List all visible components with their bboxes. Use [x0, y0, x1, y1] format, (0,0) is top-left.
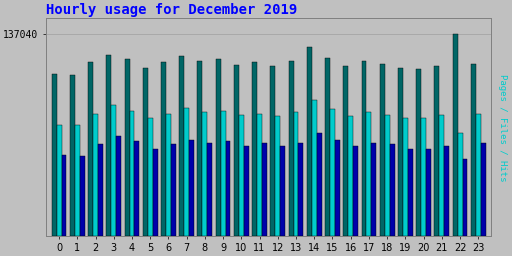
Bar: [130, 111, 135, 236]
Bar: [353, 146, 358, 236]
Bar: [348, 116, 353, 236]
Bar: [312, 100, 317, 236]
Bar: [293, 112, 298, 236]
Bar: [398, 68, 403, 236]
Bar: [106, 55, 111, 236]
Bar: [171, 144, 176, 236]
Bar: [371, 143, 376, 236]
Bar: [148, 118, 153, 236]
Bar: [161, 62, 166, 236]
Bar: [416, 69, 421, 236]
Bar: [239, 115, 244, 236]
Bar: [385, 115, 390, 236]
Text: Hourly usage for December 2019: Hourly usage for December 2019: [46, 3, 297, 17]
Bar: [221, 111, 226, 236]
Bar: [408, 149, 413, 236]
Bar: [184, 108, 189, 236]
Bar: [70, 75, 75, 236]
Bar: [471, 63, 476, 236]
Bar: [198, 61, 202, 236]
Bar: [367, 112, 371, 236]
Bar: [421, 118, 426, 236]
Bar: [179, 56, 184, 236]
Bar: [335, 140, 340, 236]
Bar: [344, 67, 348, 236]
Bar: [216, 59, 221, 236]
Bar: [116, 136, 121, 236]
Bar: [426, 149, 431, 236]
Bar: [111, 105, 116, 236]
Bar: [481, 143, 486, 236]
Bar: [244, 146, 249, 236]
Bar: [80, 156, 84, 236]
Bar: [453, 34, 458, 236]
Bar: [124, 59, 130, 236]
Bar: [476, 113, 481, 236]
Bar: [202, 112, 207, 236]
Bar: [280, 146, 285, 236]
Bar: [435, 67, 439, 236]
Bar: [166, 113, 171, 236]
Bar: [88, 62, 93, 236]
Bar: [207, 143, 212, 236]
Bar: [153, 149, 158, 236]
Bar: [252, 62, 257, 236]
Bar: [307, 47, 312, 236]
Bar: [325, 58, 330, 236]
Bar: [444, 146, 449, 236]
Bar: [317, 133, 322, 236]
Bar: [75, 125, 80, 236]
Bar: [52, 74, 57, 236]
Bar: [93, 113, 98, 236]
Bar: [270, 67, 275, 236]
Bar: [439, 115, 444, 236]
Bar: [257, 113, 262, 236]
Bar: [298, 143, 304, 236]
Bar: [458, 133, 462, 236]
Bar: [189, 140, 194, 236]
Bar: [262, 143, 267, 236]
Bar: [380, 63, 385, 236]
Bar: [98, 144, 103, 236]
Bar: [61, 155, 67, 236]
Bar: [390, 144, 395, 236]
Bar: [226, 142, 230, 236]
Bar: [289, 61, 293, 236]
Bar: [234, 65, 239, 236]
Bar: [361, 61, 367, 236]
Bar: [403, 118, 408, 236]
Bar: [135, 142, 139, 236]
Bar: [143, 68, 148, 236]
Text: Pages / Files / Hits: Pages / Files / Hits: [498, 74, 507, 182]
Bar: [275, 116, 280, 236]
Bar: [57, 125, 61, 236]
Bar: [462, 159, 467, 236]
Bar: [330, 109, 335, 236]
